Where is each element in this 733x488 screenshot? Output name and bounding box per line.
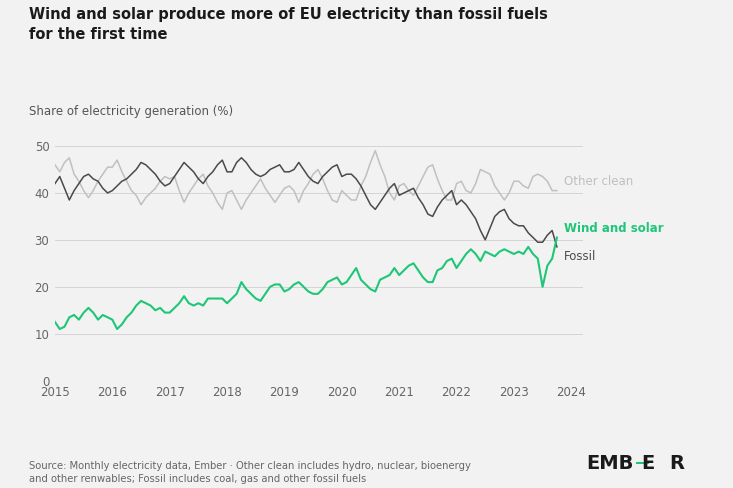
Text: Share of electricity generation (%): Share of electricity generation (%) xyxy=(29,105,233,118)
Text: Е: Е xyxy=(641,454,655,473)
Text: Other clean: Other clean xyxy=(564,175,633,188)
Text: R: R xyxy=(669,454,684,473)
Text: Wind and solar: Wind and solar xyxy=(564,222,663,235)
Text: Fossil: Fossil xyxy=(564,250,596,263)
Text: Source: Monthly electricity data, Ember · Other clean includes hydro, nuclear, b: Source: Monthly electricity data, Ember … xyxy=(29,461,471,485)
Bar xyxy=(636,462,649,465)
Text: EMB: EMB xyxy=(586,454,634,473)
Text: Wind and solar produce more of EU electricity than fossil fuels
for the first ti: Wind and solar produce more of EU electr… xyxy=(29,7,548,41)
